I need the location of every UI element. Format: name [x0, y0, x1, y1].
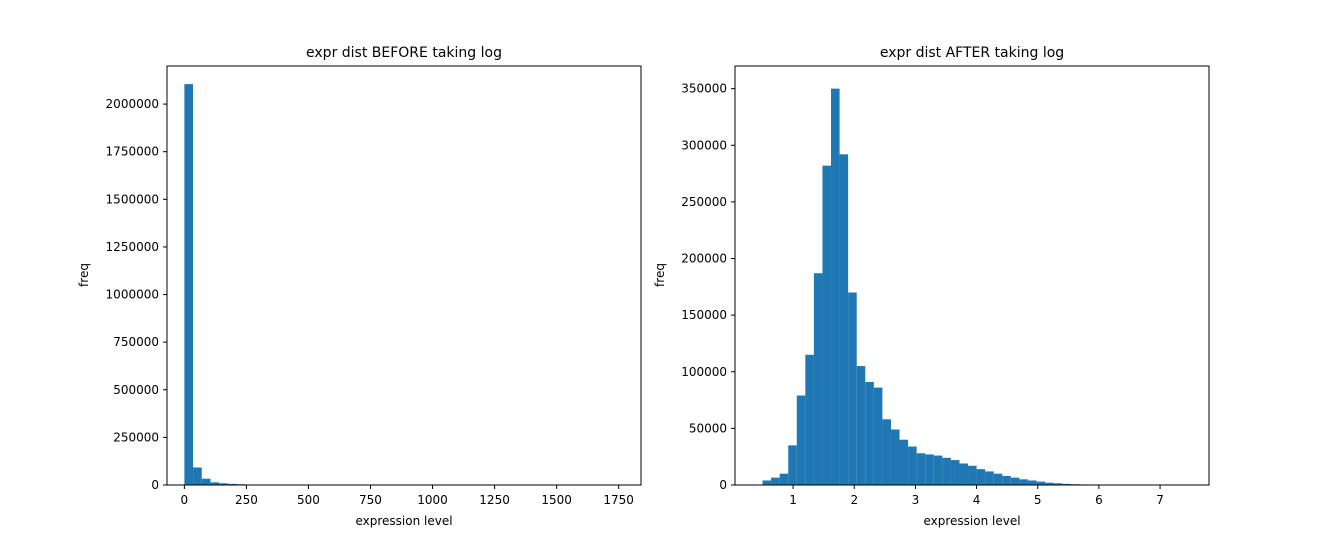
x-axis-label: expression level: [923, 514, 1020, 528]
y-tick-label: 200000: [681, 252, 727, 266]
y-axis-ticks: 0 50000 100000 150000 200000 250000 300000 3500…: [681, 82, 735, 492]
chart-title: expr dist AFTER taking log: [880, 45, 1064, 61]
histogram-bar: [762, 480, 772, 485]
histogram-bar: [1010, 477, 1020, 485]
x-tick-label: 2: [850, 493, 858, 507]
x-tick-label: 6: [1095, 493, 1103, 507]
histogram-bar: [822, 165, 832, 485]
histogram-bar: [1027, 480, 1037, 485]
histogram-bar: [942, 457, 951, 485]
bar-group: [762, 88, 1114, 486]
histogram-bar: [788, 445, 797, 485]
histogram-before-log: expr dist BEFORE taking log expression l…: [77, 45, 642, 528]
histogram-bar: [908, 446, 917, 485]
histogram-bar: [856, 366, 866, 485]
x-tick-label: 500: [297, 493, 320, 507]
histogram-bar: [890, 429, 900, 485]
y-tick-label: 250000: [113, 430, 159, 444]
y-axis-ticks: 0 250000 500000 750000 1000000 1250000 1500000…: [106, 97, 167, 492]
y-tick-label: 750000: [113, 335, 159, 349]
x-axis-ticks: 1 2 3 4 5 6 7: [789, 485, 1164, 507]
x-tick-label: 1750: [603, 493, 634, 507]
histogram-bar: [933, 455, 943, 485]
histogram-bar: [813, 273, 823, 485]
y-tick-label: 1750000: [106, 145, 159, 159]
plot-frame: [734, 65, 1210, 486]
x-axis-label: expression level: [355, 514, 452, 528]
histogram-bar: [1036, 481, 1046, 485]
histogram-bar: [201, 478, 211, 485]
plot-frame: [166, 65, 642, 486]
histogram-bar: [184, 84, 194, 485]
histogram-bar: [831, 88, 840, 485]
histogram-bar: [993, 473, 1003, 485]
histogram-bar: [899, 439, 909, 485]
y-tick-label: 2000000: [106, 97, 159, 111]
chart-title: expr dist BEFORE taking log: [306, 45, 502, 61]
histogram-bar: [865, 381, 874, 485]
y-tick-label: 500000: [113, 383, 159, 397]
histogram-bar: [805, 354, 814, 485]
x-tick-label: 1000: [417, 493, 448, 507]
y-tick-label: 300000: [681, 138, 727, 152]
x-tick-label: 1500: [541, 493, 572, 507]
y-tick-label: 250000: [681, 195, 727, 209]
x-tick-label: 750: [359, 493, 382, 507]
histogram-bar: [873, 387, 883, 485]
x-tick-label: 5: [1034, 493, 1042, 507]
histogram-bar: [968, 465, 977, 485]
histogram-bar: [779, 473, 789, 485]
x-tick-label: 4: [973, 493, 981, 507]
histogram-bar: [219, 483, 228, 485]
histogram-bar: [925, 454, 934, 485]
y-tick-label: 0: [719, 478, 727, 492]
histogram-bar: [193, 467, 202, 485]
x-tick-label: 7: [1156, 493, 1164, 507]
histogram-after-log: expr dist AFTER taking log expression le…: [653, 45, 1210, 528]
histogram-bar: [950, 460, 960, 485]
histogram-bar: [1002, 475, 1011, 485]
histogram-bar: [848, 292, 857, 485]
histogram-bar: [771, 477, 780, 485]
histogram-bar: [796, 395, 806, 485]
x-tick-label: 0: [181, 493, 189, 507]
y-tick-label: 0: [151, 478, 159, 492]
y-tick-label: 1500000: [106, 192, 159, 206]
histogram-bar: [1019, 479, 1028, 485]
x-tick-label: 1250: [479, 493, 510, 507]
histogram-bar: [1053, 483, 1063, 485]
y-tick-label: 50000: [689, 421, 727, 435]
histogram-bar: [1062, 483, 1071, 485]
x-tick-label: 3: [912, 493, 920, 507]
y-axis-label: freq: [77, 263, 91, 287]
histogram-bar: [916, 453, 926, 485]
histogram-bar: [839, 154, 849, 486]
x-tick-label: 1: [789, 493, 797, 507]
histogram-bar: [985, 471, 994, 485]
y-axis-label: freq: [653, 263, 667, 287]
y-tick-label: 100000: [681, 365, 727, 379]
y-tick-label: 150000: [681, 308, 727, 322]
histogram-bar: [227, 483, 237, 485]
y-tick-label: 1250000: [106, 240, 159, 254]
x-axis-ticks: 0 250 500 750 1000 1250 1500 1750: [181, 485, 634, 507]
y-tick-label: 1000000: [106, 288, 159, 302]
histogram-bar: [210, 482, 220, 485]
histogram-bar: [959, 463, 969, 485]
histogram-bar: [1045, 482, 1054, 485]
histogram-bar: [882, 419, 891, 485]
y-tick-label: 350000: [681, 82, 727, 96]
x-tick-label: 250: [235, 493, 258, 507]
histogram-bar: [976, 469, 986, 485]
